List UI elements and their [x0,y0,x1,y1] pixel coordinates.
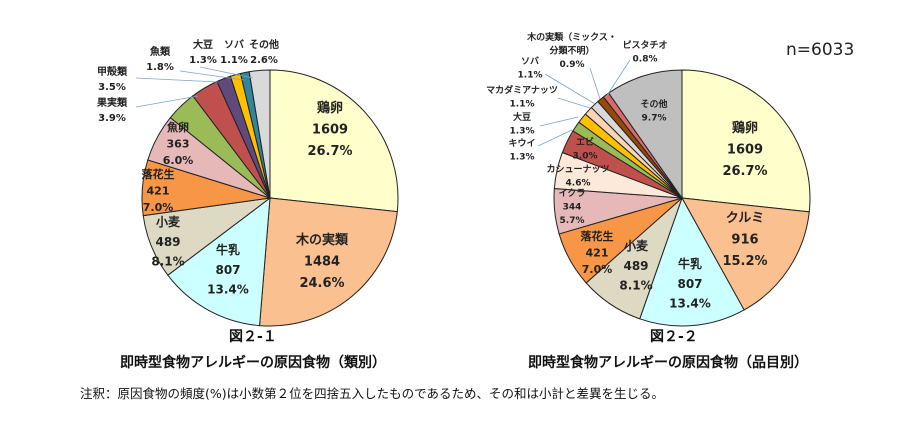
pie-slice [639,196,745,327]
slice-percent-label: 24.6% [299,276,344,291]
leader-line [135,95,199,108]
leader-line [537,129,573,147]
slice-percent-label: 1.1% [220,55,248,66]
slice-percent-label: 1.1% [518,71,543,81]
slice-name-label: イクラ [559,188,586,199]
slice-percent-label: 0.8% [633,55,658,65]
slice-count-label: 421 [586,247,609,260]
slice-percent-label: 1.3% [189,55,217,66]
leader-line [539,116,579,127]
slice-name-label: 落花生 [142,167,175,181]
leader-line [544,73,596,105]
leader-line [199,66,254,79]
slice-name-label: キウイ [508,138,535,149]
slice-name-label: その他 [249,38,279,51]
figure-2-2-title: 即時型食物アレルギーの原因食物（品目別） [528,355,808,371]
slice-name-label: 鶏卵 [317,100,343,116]
slice-name-label: 落花生 [581,229,614,243]
leader-line [589,67,601,100]
slice-name-label: 小麦 [624,238,649,253]
slice-name-label: エビ [576,136,594,148]
slice-percent-label: 3.0% [573,152,598,162]
slice-name-label: 果実類 [96,96,128,109]
slice-percent-label: 4.6% [566,179,591,189]
slice-percent-label: 8.1% [151,255,184,269]
pie-slice [269,69,399,213]
slice-count-label: 489 [623,259,648,273]
slice-percent-label: 13.4% [669,297,711,311]
slice-count-label: 916 [731,232,758,247]
slice-percent-label: 2.6% [250,55,278,66]
pie-chart-1: 鶏卵 1609 26.7% 木の実類 1484 24.6% 牛乳 807 13.4% 小麦 489 8… [96,38,399,327]
slice-name-label: 木の実類 [295,232,349,248]
pie-chart-2: 鶏卵 1609 26.7% クルミ 916 15.2% 牛乳 807 13.4% 小麦 489 8.1… [486,31,811,327]
slice-percent-label: 1.1% [510,100,535,110]
leader-line [605,59,631,98]
slice-percent-label: 15.2% [722,254,767,269]
slice-percent-label: 1.3% [510,127,535,137]
pie-slice [681,69,811,213]
figure-2-1-label: 図２-１ [229,329,277,345]
slice-name-label: ソバ [521,56,539,67]
slice-count-label: 1484 [304,254,340,269]
slice-count-label: 363 [167,138,190,151]
slice-percent-label: 8.1% [619,279,652,293]
leader-line [557,97,591,109]
slice-name-label: その他 [640,98,667,110]
slice-name-label: ソバ [224,39,244,51]
slice-percent-label: 3.5% [98,82,126,93]
slice-name-label: ピスタチオ [622,39,667,51]
slice-percent-label: 7.0% [143,201,174,214]
slice-count-label: 807 [215,263,240,277]
leader-line [135,77,219,83]
slice-percent-label: 5.7% [560,216,585,226]
slice-name-label: 木の実類（ミックス・ [526,31,617,43]
slice-name-label: 小麦 [156,214,181,229]
slice-name-label: クルミ [726,211,765,226]
leader-line [179,70,245,81]
slice-percent-label: 6.0% [163,154,194,167]
pie-slice [259,197,398,327]
slice-percent-label: 26.7% [307,144,352,159]
slice-count-label: 489 [155,235,180,249]
slice-percent-label: 1.8% [146,62,174,73]
slice-count-label: 1609 [312,122,348,137]
slice-name-label: 牛乳 [216,242,240,257]
slice-name-label: 甲殻類 [97,65,128,78]
slice-name-label: 牛乳 [678,256,702,271]
slice-name-label: 魚卵 [167,120,189,134]
slice-name-label: 魚類 [150,45,171,58]
slice-name-label: 鶏卵 [732,120,758,136]
figure-2-2-label: 図２-２ [650,329,698,345]
slice-percent-label: 13.4% [207,283,249,297]
slice-count-label: 1609 [727,142,763,157]
slice-count-label: 807 [677,277,702,291]
slice-name-label: 大豆 [513,111,531,123]
slice-percent-label: 1.3% [510,153,535,163]
slice-name-label: カシューナッツ [546,164,609,175]
slice-count-label: 421 [147,185,170,198]
slice-percent-label: 0.9% [560,60,585,70]
figure-2-1-title: 即時型食物アレルギーの原因食物（類別） [120,355,386,371]
slice-name-label: 大豆 [193,38,213,51]
slice-percent-label: 7.0% [582,263,613,276]
pie-slice [681,197,810,311]
footnote: 注釈：原因食物の頻度(%)は小数第２位を四捨五入したものであるため、その和は小計… [80,386,665,401]
slice-percent-label: 9.7% [642,114,667,124]
slice-name-label: マカダミアナッツ [486,84,558,96]
pie-slice [167,196,271,327]
slice-percent-label: 3.9% [98,113,126,124]
pie-slice [248,69,271,199]
slice-count-label: 344 [563,203,582,213]
slice-name-label: 分類不明） [549,45,594,57]
sample-size-label: n=6033 [786,40,855,60]
slice-percent-label: 26.7% [722,164,767,179]
pie-slice [607,69,683,200]
